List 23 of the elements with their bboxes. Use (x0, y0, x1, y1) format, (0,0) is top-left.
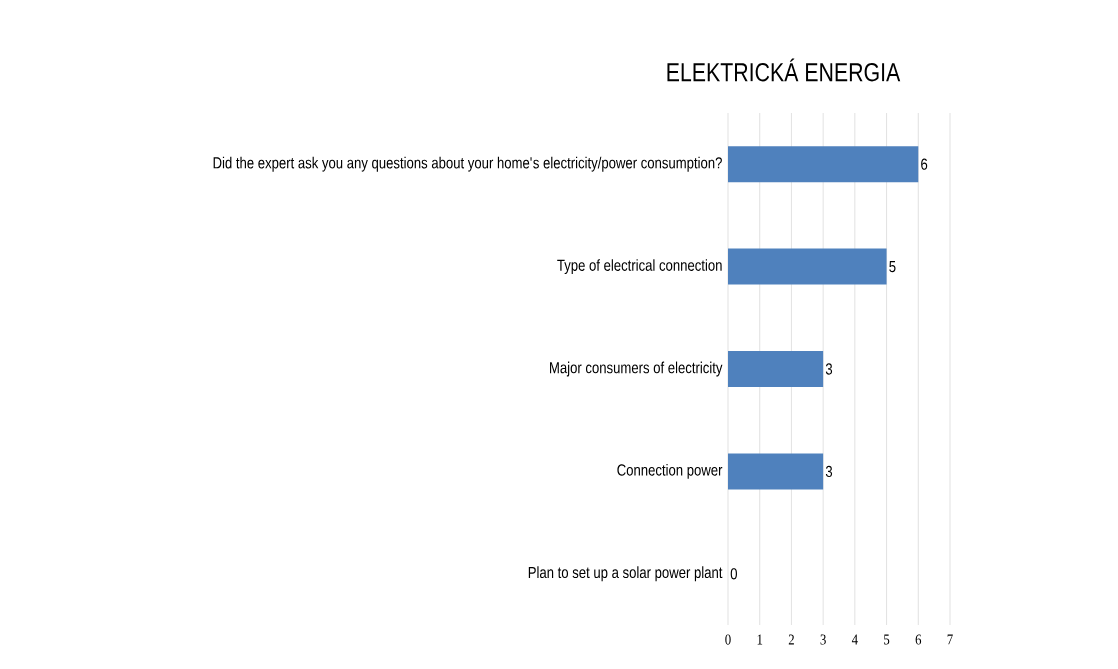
x-tick-label: 7 (947, 634, 953, 645)
bar (728, 453, 824, 490)
chart-title: ELEKTRICKÁ ENERGIA (667, 58, 901, 82)
data-label: 5 (889, 261, 896, 273)
bar (728, 248, 887, 285)
bar (728, 351, 824, 387)
x-tick-label: 4 (851, 634, 858, 645)
y-tick-label: Major consumers of electricity (550, 361, 723, 377)
y-tick-label: Plan to set up a solar power plant (528, 566, 723, 582)
x-tick-label: 3 (820, 634, 826, 645)
x-tick-label: 6 (915, 634, 922, 645)
y-tick-label: Type of electrical connection (557, 259, 722, 275)
data-label: 0 (730, 568, 737, 580)
data-label: 3 (825, 363, 833, 375)
data-label: 3 (825, 465, 833, 478)
y-tick-label: Connection power (617, 463, 723, 479)
x-tick-label: 1 (757, 634, 763, 645)
x-tick-label: 0 (725, 634, 731, 645)
x-tick-label: 5 (884, 634, 890, 645)
x-tick-label: 2 (788, 634, 794, 645)
bar (728, 146, 919, 183)
y-tick-label: Did the expert ask you any questions about your home's electricity/power consumption? (213, 156, 722, 172)
data-label: 6 (921, 158, 928, 170)
